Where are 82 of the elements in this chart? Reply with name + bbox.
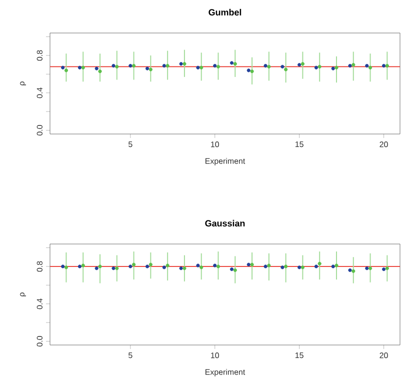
point [166,264,170,268]
point [348,268,352,272]
point [368,266,372,270]
point [300,266,305,270]
point [81,66,85,70]
point [382,267,386,272]
chart-title: Gaussian [205,220,245,227]
point [264,64,268,68]
point [146,264,150,268]
point [78,264,82,268]
point [230,267,234,272]
point [267,64,271,68]
point [352,269,356,273]
point [148,68,152,72]
point [196,264,200,268]
point [115,266,119,270]
point [162,64,166,68]
point [166,64,170,68]
point [318,64,322,68]
point [213,64,217,68]
point [284,68,288,72]
point [182,62,186,66]
point [216,264,220,268]
point [182,266,186,270]
point [148,262,152,266]
point [64,266,68,270]
point [179,266,183,270]
point [385,266,389,270]
point [162,266,166,270]
point [314,66,318,70]
point [112,64,116,68]
point [280,266,284,270]
point [300,62,305,66]
point [314,264,318,268]
point [298,62,302,67]
point [216,64,220,68]
chart-title: Gumbel [208,8,242,16]
point [382,64,386,68]
point [94,66,98,70]
point [250,262,254,266]
point [196,66,200,70]
point [61,264,65,268]
point [128,264,132,268]
point [233,268,237,272]
point [334,66,338,70]
point [264,264,268,268]
point [78,66,82,70]
point [200,66,204,70]
point [233,62,237,66]
point [115,64,119,68]
point [284,264,288,268]
point [179,62,183,66]
point [348,64,352,68]
point [250,70,254,74]
point [81,264,85,268]
point [64,68,68,72]
point [280,64,284,68]
point [61,66,65,70]
point [132,262,136,266]
point [298,266,302,270]
point [246,68,250,72]
point [213,264,217,268]
point [334,264,338,268]
point [267,264,271,268]
point [230,61,234,65]
point [112,266,116,270]
point [94,266,98,270]
point [146,66,150,70]
point [200,266,204,270]
point [368,66,372,70]
point [352,62,356,67]
point [98,264,102,268]
point [132,64,136,68]
point [128,64,132,68]
point [98,70,102,74]
point [246,262,250,266]
point [365,64,369,68]
point [365,266,369,270]
point [331,264,335,268]
point [331,66,335,70]
point [385,64,389,68]
point [318,262,322,266]
